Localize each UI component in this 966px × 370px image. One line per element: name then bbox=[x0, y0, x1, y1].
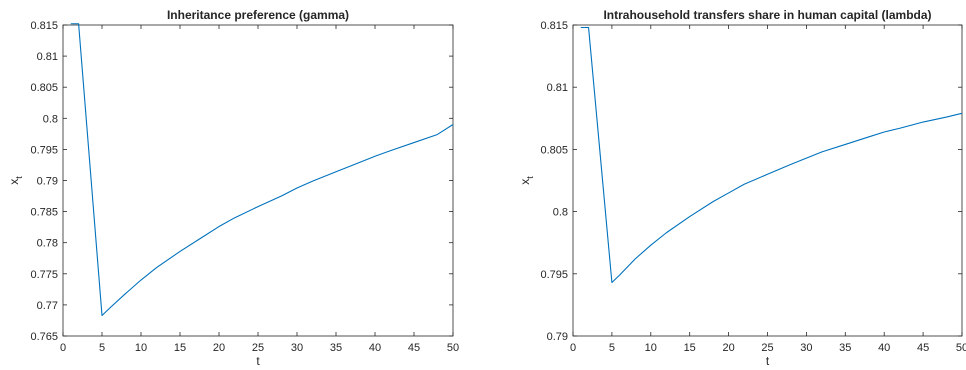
series-line bbox=[580, 26, 963, 284]
x-tick-label: 25 bbox=[761, 342, 773, 354]
chart-title: Inheritance preference (gamma) bbox=[167, 8, 349, 22]
x-tick-label: 50 bbox=[956, 342, 966, 354]
y-tick-label: 0.775 bbox=[30, 269, 58, 281]
plot-area bbox=[62, 24, 454, 337]
x-tick-label: 15 bbox=[174, 342, 186, 354]
x-tick-label: 35 bbox=[839, 342, 851, 354]
y-tick-label: 0.765 bbox=[30, 331, 58, 343]
x-tick-label: 50 bbox=[447, 342, 459, 354]
y-axis-label-subscript: t bbox=[14, 176, 24, 179]
plot-area bbox=[572, 24, 963, 337]
y-tick-label: 0.795 bbox=[540, 269, 568, 281]
y-axis-label-main: x bbox=[518, 179, 532, 185]
series-line bbox=[70, 23, 454, 317]
x-tick-label: 0 bbox=[60, 342, 66, 354]
x-tick-label: 15 bbox=[684, 342, 696, 354]
x-axis-label: t bbox=[256, 354, 260, 368]
y-tick-label: 0.79 bbox=[37, 176, 58, 188]
y-tick-label: 0.815 bbox=[30, 20, 58, 32]
chart-1: 0 5 10 15 20 25 30 35 40 45 50 0.765 0.77 0.775 0.78 0.… bbox=[7, 8, 459, 368]
x-tick-label: 30 bbox=[800, 342, 812, 354]
y-tick-label: 0.8 bbox=[43, 113, 58, 125]
x-tick-label: 5 bbox=[609, 342, 615, 354]
y-tick-label: 0.79 bbox=[547, 331, 568, 343]
x-tick-label: 0 bbox=[570, 342, 576, 354]
y-tick-label: 0.8 bbox=[553, 207, 568, 219]
x-tick-label: 10 bbox=[645, 342, 657, 354]
y-tick-label: 0.805 bbox=[540, 144, 568, 156]
x-tick-label: 20 bbox=[722, 342, 734, 354]
y-tick-label: 0.78 bbox=[37, 238, 58, 250]
x-tick-label: 30 bbox=[291, 342, 303, 354]
x-axis-label: t bbox=[766, 354, 770, 368]
x-tick-label: 40 bbox=[878, 342, 890, 354]
x-tick-label: 45 bbox=[408, 342, 420, 354]
y-axis-label-subscript: t bbox=[525, 176, 535, 179]
y-axis-label-main: x bbox=[7, 179, 21, 185]
chart-title: Intrahousehold transfers share in human … bbox=[603, 8, 931, 22]
y-tick-label: 0.815 bbox=[540, 20, 568, 32]
x-tick-label: 5 bbox=[99, 342, 105, 354]
chart-2: 0 5 10 15 20 25 30 35 40 45 50 0.79 0.795 0.8 0.805 0.8… bbox=[518, 8, 966, 368]
y-tick-label: 0.81 bbox=[37, 51, 58, 63]
y-axis-label: xt bbox=[518, 176, 535, 185]
x-tick-label: 45 bbox=[917, 342, 929, 354]
x-tick-label: 35 bbox=[330, 342, 342, 354]
y-tick-label: 0.805 bbox=[30, 82, 58, 94]
y-axis-label: xt bbox=[7, 176, 24, 185]
x-tick-label: 10 bbox=[135, 342, 147, 354]
x-tick-label: 25 bbox=[252, 342, 264, 354]
x-tick-label: 20 bbox=[213, 342, 225, 354]
y-tick-label: 0.785 bbox=[30, 207, 58, 219]
y-tick-label: 0.77 bbox=[37, 300, 58, 312]
y-tick-label: 0.795 bbox=[30, 144, 58, 156]
x-tick-label: 40 bbox=[369, 342, 381, 354]
y-tick-label: 0.81 bbox=[547, 82, 568, 94]
